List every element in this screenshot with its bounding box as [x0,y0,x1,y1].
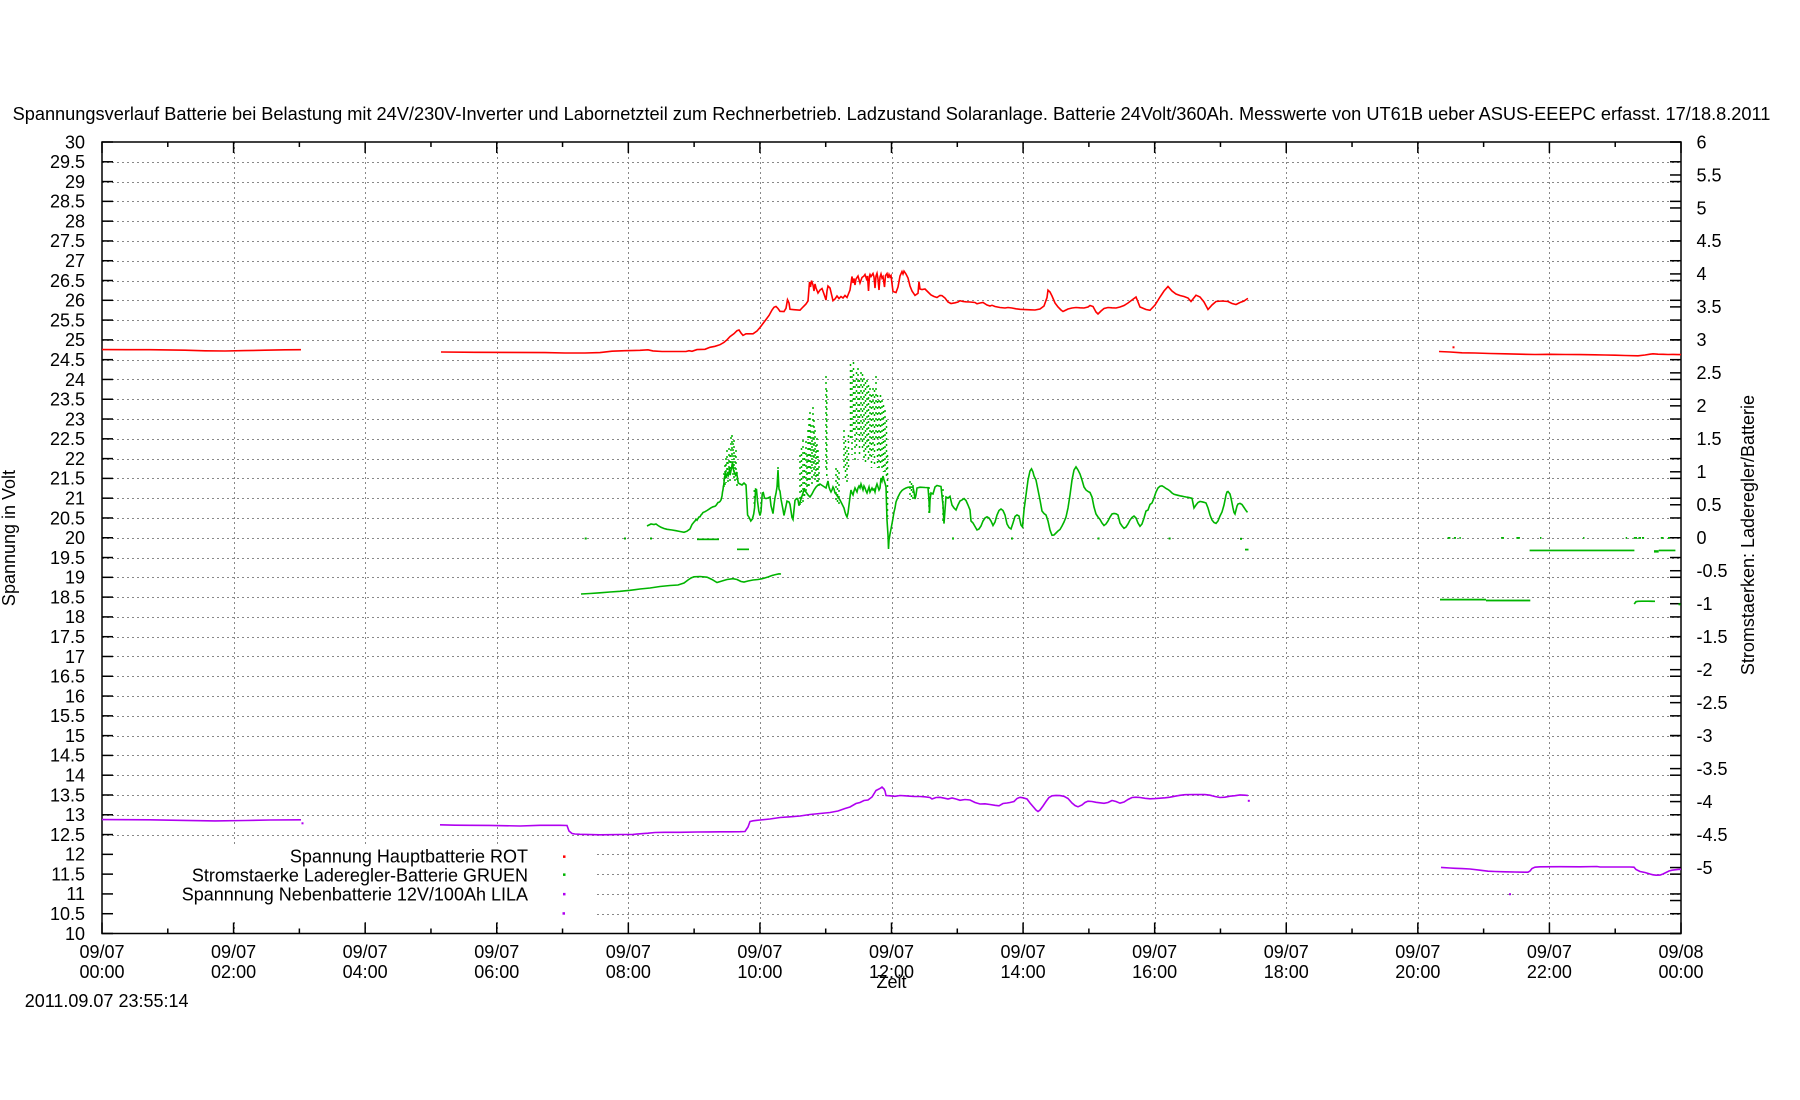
svg-text:5.5: 5.5 [1697,165,1722,185]
svg-text:27.5: 27.5 [50,231,85,251]
svg-text:11: 11 [66,884,85,904]
svg-text:20: 20 [65,528,85,548]
svg-text:18: 18 [65,607,85,627]
svg-text:28: 28 [65,211,85,231]
svg-text:16:00: 16:00 [1132,962,1177,982]
svg-text:09/07: 09/07 [606,942,651,962]
svg-text:1: 1 [1697,462,1707,482]
svg-text:20.5: 20.5 [50,508,85,528]
svg-text:09/07: 09/07 [79,942,124,962]
svg-text:3.5: 3.5 [1697,297,1722,317]
svg-text:-1.5: -1.5 [1697,627,1728,647]
svg-text:29: 29 [65,172,85,192]
svg-text:Spannnung Nebenbatterie 12V/10: Spannnung Nebenbatterie 12V/100Ah LILA [182,884,528,904]
svg-text:11.5: 11.5 [51,864,85,884]
svg-text:14:00: 14:00 [1001,962,1046,982]
svg-text:3: 3 [1697,330,1707,350]
svg-text:14: 14 [65,766,85,786]
svg-text:23: 23 [65,409,85,429]
svg-text:17.5: 17.5 [50,627,85,647]
svg-text:09/07: 09/07 [474,942,519,962]
svg-text:2: 2 [1697,396,1707,416]
svg-text:25.5: 25.5 [50,310,85,330]
svg-text:12: 12 [65,845,85,865]
svg-text:25: 25 [65,330,85,350]
svg-text:12.5: 12.5 [50,825,85,845]
svg-text:0: 0 [1697,528,1707,548]
svg-text:09/07: 09/07 [1132,942,1177,962]
svg-text:-2.5: -2.5 [1697,693,1728,713]
svg-text:21: 21 [65,488,85,508]
svg-text:27: 27 [65,251,85,271]
svg-text:-0.5: -0.5 [1697,561,1728,581]
svg-text:-1: -1 [1697,594,1713,614]
svg-text:18:00: 18:00 [1264,962,1309,982]
svg-text:-2: -2 [1697,660,1713,680]
svg-text:5: 5 [1697,198,1707,218]
svg-text:20:00: 20:00 [1395,962,1440,982]
svg-text:09/07: 09/07 [869,942,914,962]
svg-text:-4: -4 [1697,792,1713,812]
svg-text:02:00: 02:00 [211,962,256,982]
svg-text:4: 4 [1697,264,1707,284]
svg-text:09/07: 09/07 [211,942,256,962]
svg-text:22: 22 [65,449,85,469]
svg-text:09/07: 09/07 [1264,942,1309,962]
svg-text:26.5: 26.5 [50,271,85,291]
svg-text:09/07: 09/07 [737,942,782,962]
svg-text:Spannungsverlauf Batterie bei: Spannungsverlauf Batterie bei Belastung … [13,104,1771,124]
svg-text:-3: -3 [1697,726,1713,746]
svg-text:24.5: 24.5 [50,350,85,370]
svg-text:22.5: 22.5 [50,429,85,449]
svg-text:15.5: 15.5 [50,706,85,726]
svg-text:10: 10 [65,924,85,944]
svg-text:4.5: 4.5 [1697,231,1722,251]
svg-text:Stromstaerken: Laderegler/Batt: Stromstaerken: Laderegler/Batterie [1738,395,1758,675]
svg-text:13: 13 [65,805,85,825]
svg-text:-5: -5 [1697,858,1713,878]
svg-text:19.5: 19.5 [50,548,85,568]
svg-text:09/07: 09/07 [343,942,388,962]
svg-text:09/08: 09/08 [1658,942,1703,962]
svg-text:10:00: 10:00 [737,962,782,982]
svg-text:24: 24 [65,370,85,390]
svg-text:2.5: 2.5 [1697,363,1722,383]
svg-text:23.5: 23.5 [50,390,85,410]
svg-text:13.5: 13.5 [50,785,85,805]
svg-text:19: 19 [65,568,85,588]
svg-text:09/07: 09/07 [1527,942,1572,962]
svg-text:29.5: 29.5 [50,152,85,172]
svg-text:21.5: 21.5 [50,469,85,489]
svg-text:10.5: 10.5 [50,904,85,924]
svg-text:14.5: 14.5 [50,746,85,766]
svg-text:16.5: 16.5 [50,667,85,687]
svg-text:09/07: 09/07 [1395,942,1440,962]
svg-text:Stromstaerke Laderegler-Batter: Stromstaerke Laderegler-Batterie GRUEN [192,865,528,885]
svg-text:04:00: 04:00 [343,962,388,982]
svg-text:6: 6 [1697,132,1707,152]
svg-text:Spannung Hauptbatterie ROT: Spannung Hauptbatterie ROT [290,847,528,867]
svg-text:15: 15 [65,726,85,746]
svg-text:08:00: 08:00 [606,962,651,982]
svg-text:26: 26 [65,291,85,311]
svg-text:2011.09.07 23:55:14: 2011.09.07 23:55:14 [25,991,189,1011]
svg-text:-3.5: -3.5 [1697,759,1728,779]
svg-text:22:00: 22:00 [1527,962,1572,982]
svg-text:Zeit: Zeit [876,972,906,992]
svg-text:09/07: 09/07 [1001,942,1046,962]
svg-text:30: 30 [65,132,85,152]
svg-text:06:00: 06:00 [474,962,519,982]
svg-text:16: 16 [65,686,85,706]
svg-text:28.5: 28.5 [50,192,85,212]
svg-text:12:00: 12:00 [869,962,914,982]
svg-text:18.5: 18.5 [50,587,85,607]
svg-text:1.5: 1.5 [1697,429,1722,449]
svg-text:00:00: 00:00 [79,962,124,982]
svg-text:0.5: 0.5 [1697,495,1722,515]
svg-text:00:00: 00:00 [1658,962,1703,982]
svg-text:Spannung in Volt: Spannung in Volt [0,470,19,606]
svg-text:-4.5: -4.5 [1697,825,1728,845]
svg-text:17: 17 [65,647,85,667]
